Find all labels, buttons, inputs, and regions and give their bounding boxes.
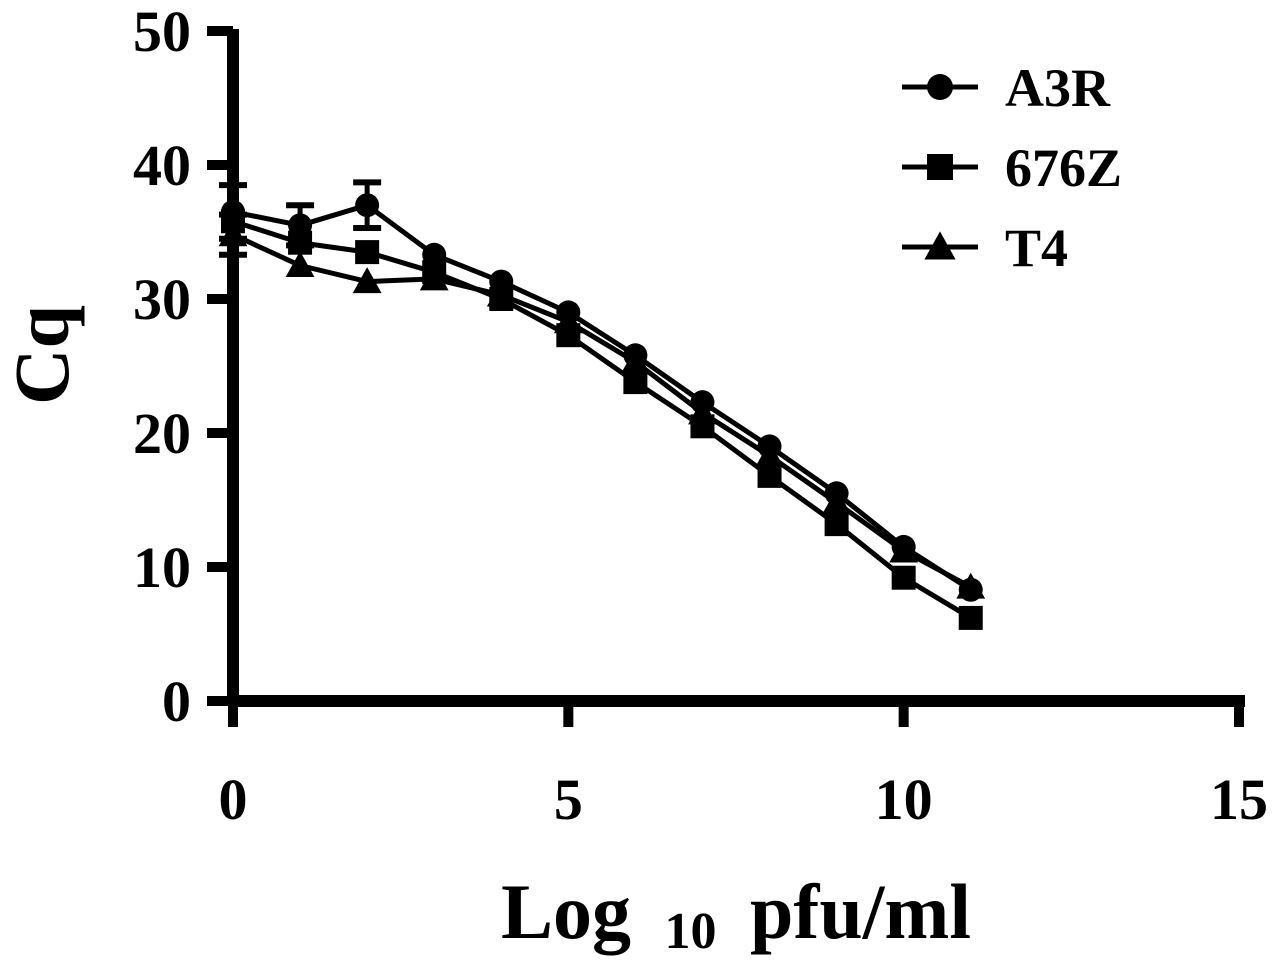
legend-marker xyxy=(927,74,953,100)
series-t4 xyxy=(218,211,986,599)
x-axis-title-suffix: pfu/ml xyxy=(750,868,971,955)
y-tick-label: 50 xyxy=(133,0,191,64)
y-tick-label: 0 xyxy=(162,669,191,734)
y-tick-label: 30 xyxy=(133,267,191,332)
legend-label: A3R xyxy=(1005,58,1111,118)
y-tick-label: 40 xyxy=(133,133,191,198)
x-tick-label: 5 xyxy=(554,767,583,832)
series-layer xyxy=(218,179,986,630)
data-point xyxy=(355,193,380,218)
data-point xyxy=(824,512,849,537)
data-point xyxy=(958,605,983,630)
x-axis-title: Log 10 pfu/ml xyxy=(501,868,971,963)
x-tick-label: 0 xyxy=(219,767,248,832)
data-point xyxy=(285,251,315,278)
legend-label: 676Z xyxy=(1005,138,1122,198)
data-point xyxy=(486,280,516,307)
legend-item-t4: T4 xyxy=(902,218,1068,278)
data-point xyxy=(623,370,648,395)
legend-item-676z: 676Z xyxy=(902,138,1122,198)
data-point xyxy=(419,264,449,291)
data-point xyxy=(956,572,986,599)
data-point xyxy=(889,536,919,563)
legend: A3R 676Z T4 xyxy=(902,58,1122,278)
data-point xyxy=(352,267,382,294)
data-point xyxy=(822,488,851,515)
data-point xyxy=(757,463,782,488)
y-tick-label: 10 xyxy=(133,535,191,600)
series-line xyxy=(231,232,972,590)
axes: 0 10 20 30 40 50 0 5 10 15 xyxy=(133,0,1268,832)
data-point xyxy=(288,230,313,255)
y-tick-label: 20 xyxy=(133,401,191,466)
data-point xyxy=(355,240,380,265)
legend-label: T4 xyxy=(1005,218,1068,278)
x-axis-title-main: Log xyxy=(501,868,631,955)
x-axis-title-subscript: 10 xyxy=(664,903,716,960)
series-line xyxy=(232,218,973,621)
data-point xyxy=(621,347,650,374)
legend-item-a3r: A3R xyxy=(902,58,1111,118)
y-axis-title: Cq xyxy=(0,305,85,405)
data-point xyxy=(891,565,916,590)
data-point xyxy=(688,398,717,425)
legend-marker xyxy=(927,154,953,180)
series-line xyxy=(232,202,973,592)
data-point xyxy=(218,220,248,247)
x-tick-label: 10 xyxy=(875,767,933,832)
data-point xyxy=(553,307,583,334)
x-tick-label: 15 xyxy=(1210,767,1268,832)
legend-marker xyxy=(924,231,956,260)
data-point xyxy=(755,441,784,468)
